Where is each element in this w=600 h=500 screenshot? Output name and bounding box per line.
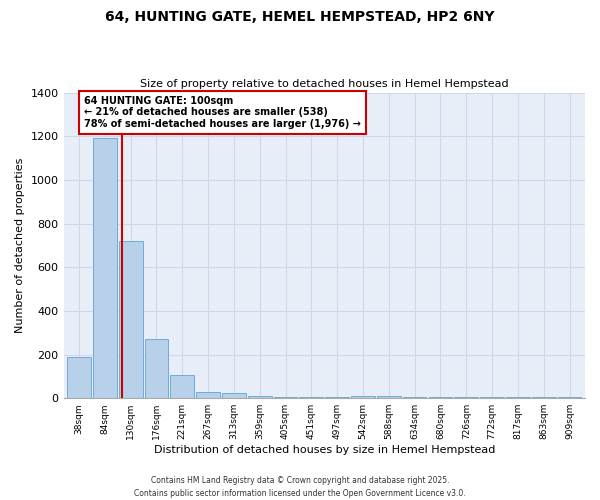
Bar bbox=[93, 138, 117, 398]
Bar bbox=[119, 241, 143, 398]
Text: Contains HM Land Registry data © Crown copyright and database right 2025.
Contai: Contains HM Land Registry data © Crown c… bbox=[134, 476, 466, 498]
Bar bbox=[222, 393, 246, 398]
Text: 64 HUNTING GATE: 100sqm
← 21% of detached houses are smaller (538)
78% of semi-d: 64 HUNTING GATE: 100sqm ← 21% of detache… bbox=[84, 96, 361, 129]
Bar bbox=[170, 376, 194, 398]
Bar bbox=[351, 396, 375, 398]
Text: 64, HUNTING GATE, HEMEL HEMPSTEAD, HP2 6NY: 64, HUNTING GATE, HEMEL HEMPSTEAD, HP2 6… bbox=[105, 10, 495, 24]
Bar bbox=[325, 397, 349, 398]
Bar bbox=[403, 397, 427, 398]
Bar bbox=[454, 397, 478, 398]
Bar bbox=[506, 397, 530, 398]
Bar bbox=[557, 397, 581, 398]
Bar bbox=[145, 340, 169, 398]
Bar bbox=[67, 356, 91, 398]
Title: Size of property relative to detached houses in Hemel Hempstead: Size of property relative to detached ho… bbox=[140, 79, 509, 89]
Bar bbox=[532, 397, 556, 398]
Bar bbox=[299, 397, 323, 398]
X-axis label: Distribution of detached houses by size in Hemel Hempstead: Distribution of detached houses by size … bbox=[154, 445, 495, 455]
Bar bbox=[196, 392, 220, 398]
Bar bbox=[377, 396, 401, 398]
Bar bbox=[428, 397, 452, 398]
Bar bbox=[248, 396, 272, 398]
Bar bbox=[274, 397, 298, 398]
Y-axis label: Number of detached properties: Number of detached properties bbox=[15, 158, 25, 333]
Bar bbox=[480, 397, 504, 398]
